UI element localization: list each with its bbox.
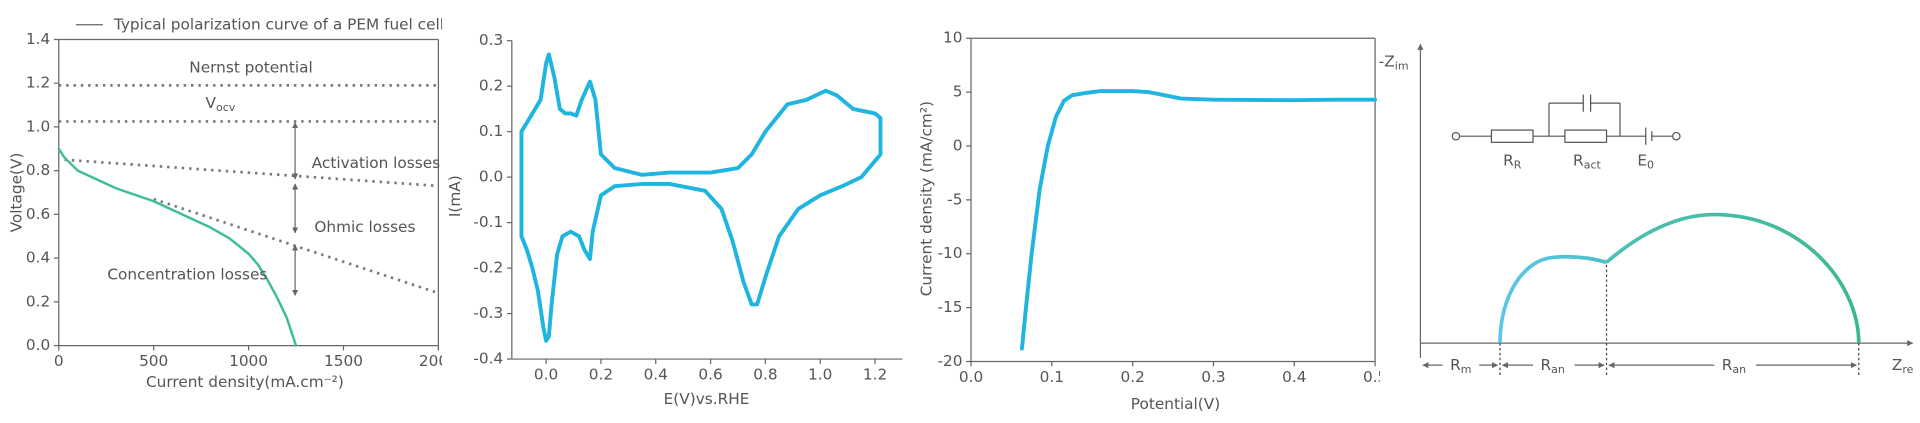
x-tick-label: 0.6: [698, 365, 722, 383]
y-tick-label: 0.3: [479, 31, 503, 49]
annotation-text: V: [206, 94, 217, 112]
y-tick-label: -0.4: [473, 350, 503, 368]
y-tick-label: 0.6: [26, 205, 50, 223]
arc-large: [1605, 212, 1861, 344]
y-axis-label: I(mA): [446, 175, 464, 217]
y-tick-label: 5: [953, 83, 963, 101]
y-axis-label: Voltage(V): [8, 153, 26, 233]
dim-label: Rm: [1450, 356, 1471, 376]
y-tick-label: 1.2: [26, 74, 50, 92]
annotation-text: Ohmic losses: [314, 217, 415, 235]
dim-label: Ran: [1722, 356, 1746, 376]
y-tick-label: 0: [953, 136, 963, 154]
x-tick-label: 0.4: [644, 365, 668, 383]
y-tick-label: -0.2: [473, 259, 503, 277]
y-tick-label: -0.1: [473, 213, 503, 231]
x-tick-label: 0.1: [1040, 368, 1064, 386]
circuit-label: E0: [1637, 151, 1654, 171]
y-tick-label: 10: [943, 29, 962, 47]
series-line: [57, 147, 298, 347]
x-tick-label: 2000: [419, 352, 458, 370]
y-tick-label: 0.1: [479, 122, 503, 140]
legend-label: Typical polarization curve of a PEM fuel…: [113, 15, 444, 33]
y-axis-label: -Zim: [1379, 52, 1409, 72]
x-tick-label: 0: [54, 352, 64, 370]
x-tick-label: 0.4: [1282, 368, 1306, 386]
y-tick-label: 0.0: [26, 336, 50, 354]
y-tick-label: -5: [947, 190, 962, 208]
x-axis-label: Potential(V): [1131, 395, 1220, 413]
polarization-panel: 0.0 0.2 0.4 0.6 0.8 1.0 1.2 1.4 0 500 1000 1500 2000…: [8, 15, 458, 391]
nyquist-diagram: -Zim Zre Rm Ran Ran: [1379, 43, 1914, 378]
x-tick-label: 0.0: [959, 368, 983, 386]
annotation: Activation losses: [312, 154, 440, 172]
dim-label: Ran: [1540, 356, 1564, 376]
x-tick-label: 1.2: [863, 365, 887, 383]
x-tick-label: 0.3: [1201, 368, 1225, 386]
x-tick-label: 0.8: [753, 365, 777, 383]
y-tick-label: 1.4: [26, 30, 50, 48]
annotation-text: Concentration losses: [107, 265, 267, 283]
x-tick-label: 500: [139, 352, 168, 370]
y-tick-label: 0.0: [479, 168, 503, 186]
series-line: [1019, 89, 1378, 351]
x-tick-label: 0.5: [1363, 368, 1387, 386]
annotation: Ohmic losses: [314, 217, 415, 235]
x-axis-label: Zre: [1892, 356, 1914, 376]
y-tick-label: -10: [937, 244, 962, 262]
x-axis-label: E(V)vs.RHE: [664, 390, 750, 408]
y-tick-label: 0.2: [26, 292, 50, 310]
annotation-text: Nernst potential: [189, 58, 312, 76]
cv-panel: -0.4 -0.3 -0.2 -0.1 0.0 0.1 0.2 0.3 0.0 0.2 0.4 0.6…: [446, 31, 903, 408]
y-tick-label: 1.0: [26, 117, 50, 135]
annotation-sub: ocv: [216, 101, 236, 114]
annotation: Nernst potential: [189, 58, 312, 76]
circuit: [1451, 94, 1681, 145]
circuit-label: Ract: [1573, 151, 1601, 171]
x-axis-label: Current density(mA.cm⁻²): [146, 373, 344, 391]
circuit-label: RR: [1503, 151, 1522, 171]
x-tick-label: 0.2: [1120, 368, 1144, 386]
annotation-text: Activation losses: [312, 154, 440, 172]
y-tick-label: 0.8: [26, 161, 50, 179]
y-tick-label: -20: [937, 352, 962, 370]
series-line: [519, 52, 883, 343]
y-tick-label: -15: [937, 298, 962, 316]
y-tick-label: 0.4: [26, 249, 50, 267]
y-tick-label: -0.3: [473, 304, 503, 322]
y-tick-label: 0.2: [479, 77, 503, 95]
arc-small: [1498, 254, 1608, 344]
x-tick-label: 1.0: [808, 365, 832, 383]
annotation: Vocv: [206, 94, 236, 114]
x-tick-label: 1000: [229, 352, 268, 370]
guides: [1499, 264, 1860, 378]
reference-line: [153, 197, 439, 295]
x-tick-label: 0.0: [534, 365, 558, 383]
annotation: Concentration losses: [107, 265, 267, 283]
y-axis-label: Current density (mA/cm²): [917, 101, 935, 296]
lsv-panel: -20 -15 -10 -5 0 5 10 0.0 0.1 0.2 0.3 0.4 0.5 Current…: [917, 29, 1387, 413]
x-tick-label: 1500: [324, 352, 363, 370]
x-tick-label: 0.2: [589, 365, 613, 383]
